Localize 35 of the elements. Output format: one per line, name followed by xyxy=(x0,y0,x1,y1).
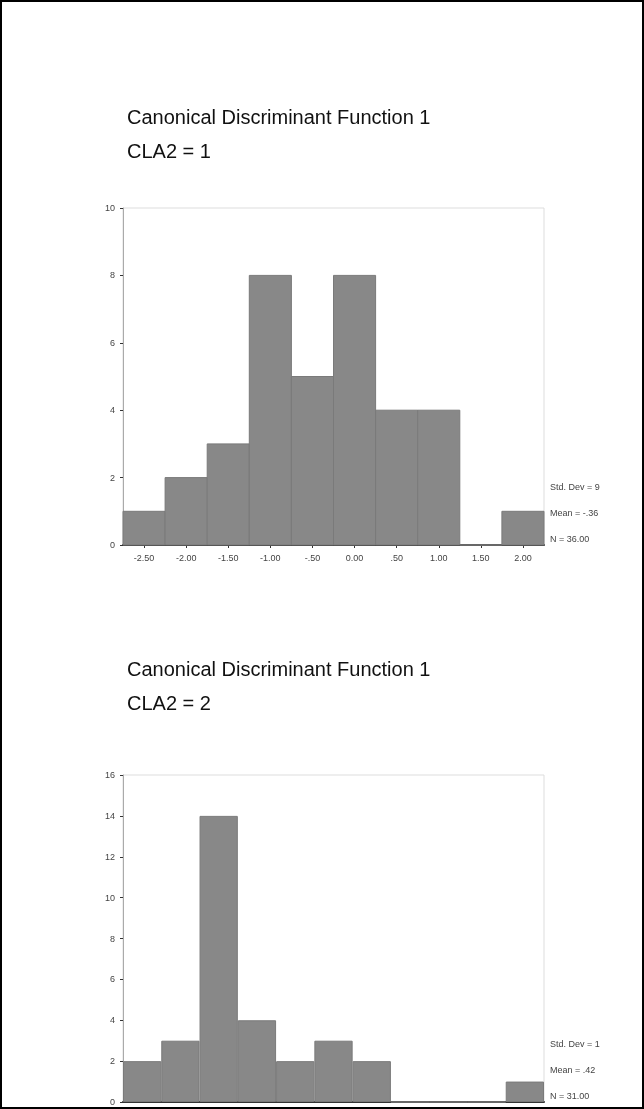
chart-title: Canonical Discriminant Function 1 xyxy=(127,658,431,680)
x-tick-label: -2.00 xyxy=(175,552,197,563)
y-tick-label: 2 xyxy=(109,472,115,483)
text: Std. Dev = 1 xyxy=(550,1038,600,1049)
text: Std. Dev = 9 xyxy=(550,481,600,492)
chart-subtitle: CLA2 = 2 xyxy=(127,692,211,714)
y-tick-label: 8 xyxy=(109,933,115,944)
text: N = 36.00 xyxy=(550,533,590,544)
y-tick-label: 10 xyxy=(104,892,115,903)
y-tick-label: 8 xyxy=(109,270,115,281)
x-tick-label: 1.00 xyxy=(429,552,448,563)
x-tick-label: 0.00 xyxy=(345,552,364,563)
text: Mean = -.36 xyxy=(550,507,599,518)
text: N = 31.00 xyxy=(550,1090,590,1101)
chart-subtitle: CLA2 = 1 xyxy=(127,140,211,162)
y-tick-label: 10 xyxy=(104,203,115,213)
y-tick-label: 4 xyxy=(109,1015,115,1026)
y-tick-label: 6 xyxy=(109,974,115,985)
x-tick-label: 2.00 xyxy=(514,552,532,563)
y-tick-label: 4 xyxy=(109,405,115,416)
y-tick-label: 6 xyxy=(109,337,115,348)
y-tick-label: 0 xyxy=(109,1097,115,1107)
y-tick-label: 0 xyxy=(109,540,115,550)
y-tick-label: 12 xyxy=(104,851,115,862)
y-tick-label: 2 xyxy=(109,1056,115,1067)
x-tick-label: -1.00 xyxy=(260,552,281,563)
y-tick-label: 14 xyxy=(104,810,115,821)
x-tick-label: -.50 xyxy=(304,552,321,563)
x-tick-label: 1.50 xyxy=(472,552,490,563)
x-tick-label: -1.50 xyxy=(217,552,239,563)
y-tick-label: 16 xyxy=(104,770,115,780)
chart-title: Canonical Discriminant Function 1 xyxy=(127,106,431,128)
text: Mean = .42 xyxy=(550,1064,596,1075)
x-tick-label: -2.50 xyxy=(133,552,155,563)
x-tick-label: .50 xyxy=(390,552,403,563)
